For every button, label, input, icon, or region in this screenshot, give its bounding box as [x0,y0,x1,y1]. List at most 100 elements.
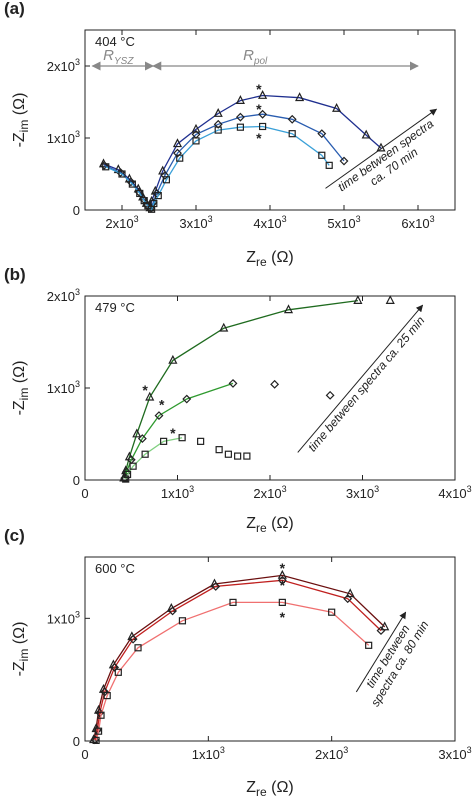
data-point-triangle [295,92,305,102]
y-tick-label: 1x103 [47,609,80,626]
data-point-square [103,692,111,700]
data-point-square [140,197,148,205]
data-point-diamond [160,170,170,180]
data-point-square [192,137,200,145]
range-label-pol: Rpol [243,47,268,67]
time-annotation: time between spectra [335,116,436,194]
data-point-triangle [332,102,342,112]
plot-frame [84,295,456,481]
panel-label: (b) [4,265,26,284]
asterisk-marker: * [280,560,286,576]
data-point-square [92,736,100,744]
data-point-square [128,180,136,188]
series-square [122,434,251,483]
data-point-square [123,470,132,479]
data-point-diamond [287,114,297,124]
data-point-square [288,130,296,138]
asterisk-marker: * [280,609,286,625]
data-point-square [178,434,186,442]
data-point-diamond [137,434,147,444]
y-tick-label: 0 [73,473,80,488]
data-point-diamond [277,575,287,585]
data-point-square [236,123,244,131]
data-point-square [259,122,267,131]
y-tick-label: 1x103 [47,129,80,146]
x-tick-label: 0 [81,486,88,501]
data-point-square [365,641,373,649]
data-point-square [197,437,205,445]
data-point-diamond [228,378,238,388]
data-point-diamond [211,581,221,591]
data-point-diamond [235,112,245,122]
x-tick-label: 5x103 [327,214,360,231]
chart-panel-1: (a) 404 °C 2x103 3x103 4x103 5x103 6x103 0 1x103… [4,0,456,269]
series-square [92,598,373,744]
x-tick-label: 3x103 [346,484,379,501]
data-point-triangle [213,108,223,117]
y-axis-label: -Zim (Ω) [11,622,31,677]
data-point-square [176,154,184,162]
x-tick-label: 1x103 [161,484,194,501]
data-point-square [325,161,333,169]
x-tick-label: 1x103 [192,745,225,762]
data-point-diamond [339,156,349,166]
data-point-square [118,170,126,178]
data-point-triangle [258,90,268,99]
data-point-diamond [128,634,138,644]
data-point-square [129,462,137,470]
data-point-diamond [168,606,178,616]
asterisk-marker: * [256,101,262,117]
series-square [102,122,333,213]
plot-frame [84,556,456,742]
data-point-square [154,192,162,200]
data-point-square [141,450,149,458]
data-point-triangle [235,95,245,104]
temperature-label: 404 °C [95,34,135,49]
data-point-square [162,176,170,184]
data-point-square [136,189,144,198]
time-arrow [355,611,407,693]
data-point-square [224,450,232,458]
x-axis-label: Zre (Ω) [246,779,294,798]
data-point-triangle [277,569,287,579]
data-point-square [234,452,242,460]
series-line-diamond [94,579,382,740]
series-line-triangle [103,94,382,210]
y-tick-label: 1x103 [47,379,80,396]
temperature-label: 479 °C [95,300,135,315]
data-point-square [318,151,326,159]
data-point-triangle [283,304,294,314]
data-point-square [134,644,142,652]
x-tick-label: 4x103 [253,214,286,231]
chart-panel-3: (c) 600 °C 0 1x103 2x103 3x103 0 1x103 Zre (Ω) -Z… [4,526,472,798]
data-point-diamond [376,626,386,636]
y-tick-label: 0 [73,734,80,749]
x-tick-label: 4x103 [438,484,471,501]
data-point-triangle [345,588,355,598]
data-point-triangle [172,138,183,148]
data-point-diamond [317,129,327,139]
x-tick-label: 3x103 [438,745,471,762]
data-point-triangle [380,621,390,631]
y-tick-label: 0 [73,203,80,218]
time-arrow [325,108,438,189]
x-tick-label: 3x103 [179,214,212,231]
data-point-square [114,668,122,676]
data-point-square [94,727,103,735]
y-tick-label: 2x103 [47,287,80,304]
data-point-triangle [385,295,395,304]
series-line-triangle [123,299,358,479]
data-point-diamond [343,594,353,604]
data-point-square [243,452,251,460]
asterisk-marker: * [142,382,148,398]
data-point-triangle [132,428,142,438]
series-diamond [90,575,386,745]
asterisk-marker: * [256,81,262,97]
plot-frame [84,29,456,211]
data-point-square [278,598,286,606]
data-point-square [215,446,223,454]
data-point-square [214,126,222,134]
series-line-square [95,601,370,741]
data-point-diamond [182,394,192,404]
